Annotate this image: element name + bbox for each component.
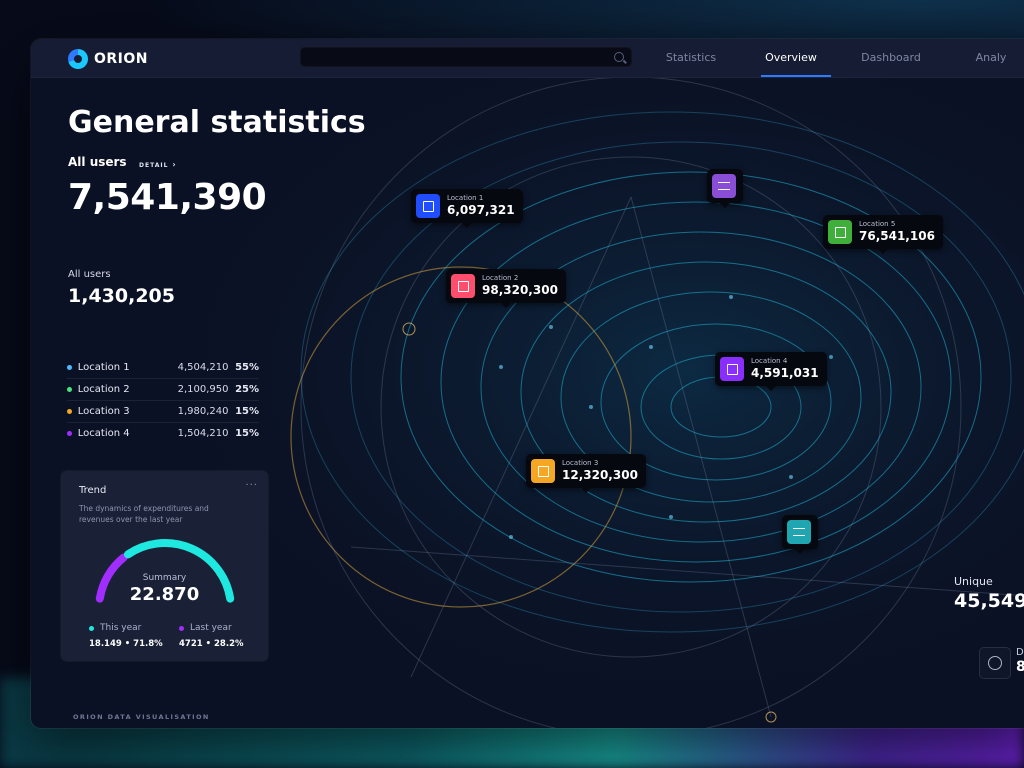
secondary-users-value: 1,430,205 (68, 285, 175, 307)
tab-dashboard[interactable]: Dashboard (861, 51, 921, 64)
gauge-last-year-arc (95, 553, 128, 603)
map-marker-location-4[interactable]: Location 4 4,591,031 (715, 352, 827, 391)
this-year-value: 18.149 • 71.8% (89, 639, 163, 649)
map-marker-location-1[interactable]: Location 1 6,097,321 (411, 189, 523, 228)
tab-analytics[interactable]: Analy (975, 51, 1007, 64)
location-value: 4,504,210 (177, 362, 229, 373)
location-color-dot (67, 365, 72, 370)
tab-overview[interactable]: Overview (741, 39, 841, 77)
location-percent: 15% (235, 428, 259, 439)
location-percent: 55% (235, 362, 259, 373)
last-year-label: Last year (190, 623, 232, 633)
marker-label: Location 2 (482, 274, 519, 282)
marker-value: 6,097,321 (447, 203, 515, 217)
secondary-users-label: All users (68, 269, 111, 280)
top-navigation-bar: ORION Statistics Overview Dashboard Anal… (31, 39, 1024, 78)
warehouse-icon (720, 357, 744, 381)
dashboard-window: ORION Statistics Overview Dashboard Anal… (31, 39, 1024, 728)
legend-this-year: This year (89, 623, 141, 633)
trend-title: Trend (79, 485, 107, 496)
office-icon (451, 274, 475, 298)
wind-icon (787, 520, 811, 544)
map-marker-location-5[interactable]: Location 5 76,541,106 (823, 215, 943, 254)
location-value: 1,980,240 (177, 406, 229, 417)
detail-link-label: DETAIL (139, 162, 169, 169)
location-percent: 15% (235, 406, 259, 417)
location-value: 1,504,210 (177, 428, 229, 439)
location-name: Location 2 (77, 384, 130, 395)
marker-label: Location 3 (562, 459, 599, 467)
house-icon (531, 459, 555, 483)
location-value: 2,100,950 (177, 384, 229, 395)
marker-value: 76,541,106 (859, 229, 935, 243)
marker-label: Location 1 (447, 194, 484, 202)
trend-description: The dynamics of expenditures and revenue… (79, 504, 209, 524)
app-logo[interactable]: ORION (68, 49, 148, 69)
list-item[interactable]: Location 3 1,980,240 15% (67, 401, 259, 423)
unique-value: 45,549 (954, 590, 1024, 612)
location-name: Location 1 (77, 362, 130, 373)
marker-value: 4,591,031 (751, 366, 819, 380)
detail-link[interactable]: DETAIL › (139, 160, 177, 169)
factory-icon (828, 220, 852, 244)
legend-last-year: Last year (179, 623, 232, 633)
summary-gauge (95, 539, 235, 603)
orion-logo-icon (68, 49, 88, 69)
search-icon[interactable] (614, 52, 624, 62)
check-badge-button[interactable] (979, 647, 1011, 679)
app-name: ORION (94, 51, 149, 67)
location-percent: 25% (235, 384, 259, 395)
main-tabs: Statistics Overview Dashboard Analy (641, 39, 1024, 77)
marker-label: Location 5 (859, 220, 896, 228)
search-input[interactable] (300, 47, 632, 67)
last-year-dot (179, 625, 184, 631)
list-item[interactable]: Location 4 1,504,210 15% (67, 423, 259, 444)
check-circle-icon (988, 656, 1002, 670)
tab-statistics[interactable]: Statistics (665, 51, 717, 64)
all-users-label: All users (68, 155, 127, 169)
wind-icon (712, 174, 736, 198)
this-year-dot (89, 625, 94, 631)
map-marker-location-3[interactable]: Location 3 12,320,300 (526, 454, 646, 493)
this-year-label: This year (100, 623, 142, 633)
partial-stat-value: 8 (1016, 659, 1024, 675)
building-icon (416, 194, 440, 218)
map-marker-wind-2[interactable] (782, 515, 818, 554)
more-options-icon[interactable]: ... (245, 477, 258, 488)
map-marker-wind-1[interactable] (707, 169, 743, 208)
marker-label: Location 4 (751, 357, 788, 365)
last-year-value: 4721 • 28.2% (179, 639, 244, 649)
marker-value: 12,320,300 (562, 468, 638, 482)
total-users-value: 7,541,390 (68, 177, 267, 218)
location-color-dot (67, 387, 72, 392)
partial-stat-label: D (1016, 647, 1024, 658)
location-name: Location 4 (77, 428, 130, 439)
page-title: General statistics (68, 105, 366, 140)
unique-label: Unique (954, 575, 993, 588)
summary-value: 22.870 (129, 584, 200, 605)
gauge-this-year-arc (123, 539, 235, 603)
marker-value: 98,320,300 (482, 283, 558, 297)
map-marker-location-2[interactable]: Location 2 98,320,300 (446, 269, 566, 308)
list-item[interactable]: Location 1 4,504,210 55% (67, 357, 259, 379)
list-item[interactable]: Location 2 2,100,950 25% (67, 379, 259, 401)
footer-label: ORION DATA VISUALISATION (73, 713, 210, 721)
location-list: Location 1 4,504,210 55% Location 2 2,10… (67, 357, 259, 444)
summary-label: Summary (142, 573, 187, 583)
location-color-dot (67, 409, 72, 414)
chevron-right-icon: › (172, 160, 177, 169)
location-name: Location 3 (77, 406, 130, 417)
location-color-dot (67, 431, 72, 436)
trend-card: Trend ... The dynamics of expenditures a… (61, 471, 268, 661)
